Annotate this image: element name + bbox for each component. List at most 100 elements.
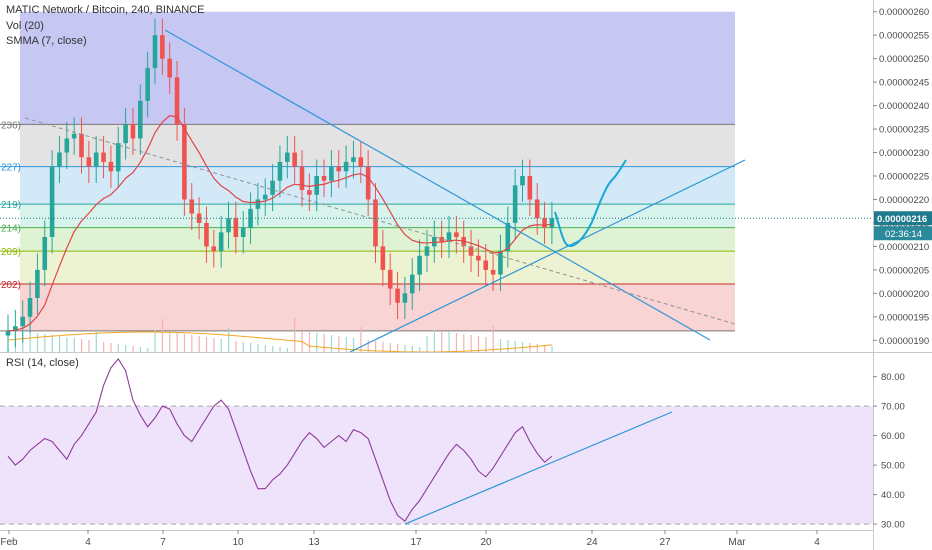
candle-up bbox=[49, 166, 55, 238]
volume-bar bbox=[51, 335, 53, 352]
volume-bar bbox=[389, 343, 391, 352]
candle-up bbox=[218, 232, 224, 252]
volume-bar bbox=[132, 346, 134, 352]
volume-bar bbox=[117, 344, 119, 352]
candle-up bbox=[262, 194, 268, 200]
volume-bar bbox=[419, 347, 421, 352]
volume-bar bbox=[58, 336, 61, 352]
volume-bar bbox=[308, 332, 311, 352]
volume-bar bbox=[455, 333, 458, 352]
projection-path[interactable] bbox=[554, 159, 627, 247]
volume-bar bbox=[176, 333, 178, 352]
volume-bar bbox=[44, 334, 46, 352]
rsi-indicator-label[interactable]: RSI (14, close) bbox=[6, 357, 79, 369]
volume-bar bbox=[477, 336, 480, 352]
candle-down bbox=[321, 176, 327, 181]
candle-up bbox=[409, 274, 415, 294]
volume-bar bbox=[264, 345, 266, 352]
time-tick-label: 4 bbox=[85, 537, 91, 548]
rsi-trendline[interactable] bbox=[404, 411, 673, 525]
volume-bar bbox=[536, 344, 538, 352]
ascending-trendline[interactable] bbox=[349, 159, 746, 353]
candle-down bbox=[527, 176, 533, 200]
volume-indicator-label[interactable]: Vol (20) bbox=[6, 20, 44, 32]
candle-up bbox=[520, 176, 525, 186]
volume-bar bbox=[36, 333, 39, 352]
countdown-badge bbox=[874, 226, 932, 241]
candle-up bbox=[5, 330, 11, 336]
current-price-badge bbox=[874, 211, 932, 226]
current-price-value: 0.00000216 bbox=[877, 214, 927, 225]
candle-up bbox=[505, 222, 511, 252]
volume-bar bbox=[397, 344, 399, 352]
volume-bar bbox=[470, 335, 472, 352]
volume-bar bbox=[499, 339, 502, 352]
volume-bar bbox=[441, 331, 443, 352]
volume-bar bbox=[191, 335, 193, 352]
smma-line bbox=[7, 115, 552, 332]
volume-bar bbox=[323, 334, 325, 352]
candle-up bbox=[13, 326, 18, 331]
price-tick-label: 0.00000235 bbox=[879, 125, 929, 136]
fib-zone bbox=[20, 251, 735, 284]
symbol-title[interactable]: MATIC Network / Bitcoin, 240, BINANCE bbox=[6, 4, 205, 16]
volume-bar bbox=[367, 340, 369, 352]
candle-down bbox=[380, 246, 386, 270]
volume-bar bbox=[507, 340, 509, 352]
candle-down bbox=[86, 157, 92, 167]
price-tick-label: 0.00000230 bbox=[879, 148, 929, 159]
smma-indicator-label[interactable]: SMMA (7, close) bbox=[6, 35, 87, 47]
candle-up bbox=[27, 298, 33, 317]
volume-bar bbox=[279, 347, 281, 352]
candle-up bbox=[57, 152, 62, 167]
dashed-trendline[interactable] bbox=[24, 117, 736, 325]
volume-bar bbox=[220, 339, 222, 352]
candle-down bbox=[211, 246, 217, 252]
volume-bar bbox=[294, 318, 296, 352]
volume-bar bbox=[426, 336, 428, 352]
volume-bar bbox=[125, 345, 127, 352]
volume-bar bbox=[205, 337, 208, 352]
volume-bar bbox=[103, 342, 105, 352]
candle-down bbox=[182, 124, 187, 200]
candle-down bbox=[108, 161, 114, 172]
price-tick-label: 0.00000250 bbox=[879, 54, 929, 65]
candle-up bbox=[64, 138, 70, 153]
candle-down bbox=[534, 199, 540, 219]
price-tick-label: 0.00000190 bbox=[879, 336, 929, 347]
volume-bar bbox=[29, 320, 31, 352]
descending-trendline[interactable] bbox=[164, 29, 711, 341]
candle-up bbox=[277, 161, 283, 181]
candle-down bbox=[490, 269, 496, 275]
countdown-value: 02:36:14 bbox=[885, 229, 922, 240]
candle-down bbox=[307, 190, 312, 195]
volume-bar bbox=[514, 341, 516, 352]
candle-up bbox=[549, 218, 555, 228]
time-tick-label: 4 bbox=[814, 537, 820, 548]
volume-bar bbox=[110, 343, 112, 352]
volume-bar bbox=[95, 329, 97, 352]
volume-bar bbox=[257, 344, 259, 352]
price-tick-label: 0.00000245 bbox=[879, 78, 929, 89]
volume-bar bbox=[352, 338, 355, 352]
time-tick-label: Mar bbox=[728, 537, 746, 548]
volume-bar bbox=[235, 341, 237, 352]
candle-up bbox=[424, 246, 430, 256]
candle-up bbox=[152, 35, 158, 69]
candle-up bbox=[351, 157, 356, 162]
candle-down bbox=[196, 213, 202, 223]
candle-down bbox=[79, 133, 84, 158]
volume-bar bbox=[250, 343, 252, 352]
candle-down bbox=[387, 269, 393, 289]
volume-bar bbox=[382, 342, 384, 352]
fib-level-label: 209) bbox=[1, 247, 21, 258]
time-tick-label: Feb bbox=[0, 537, 18, 548]
fib-level-label: 227) bbox=[1, 163, 21, 174]
candle-down bbox=[439, 237, 444, 242]
price-tick-label: 0.00000225 bbox=[879, 172, 929, 183]
candle-up bbox=[248, 208, 253, 228]
volume-bar bbox=[73, 338, 75, 352]
candle-up bbox=[145, 68, 150, 101]
rsi-tick-label: 80.00 bbox=[881, 372, 905, 383]
